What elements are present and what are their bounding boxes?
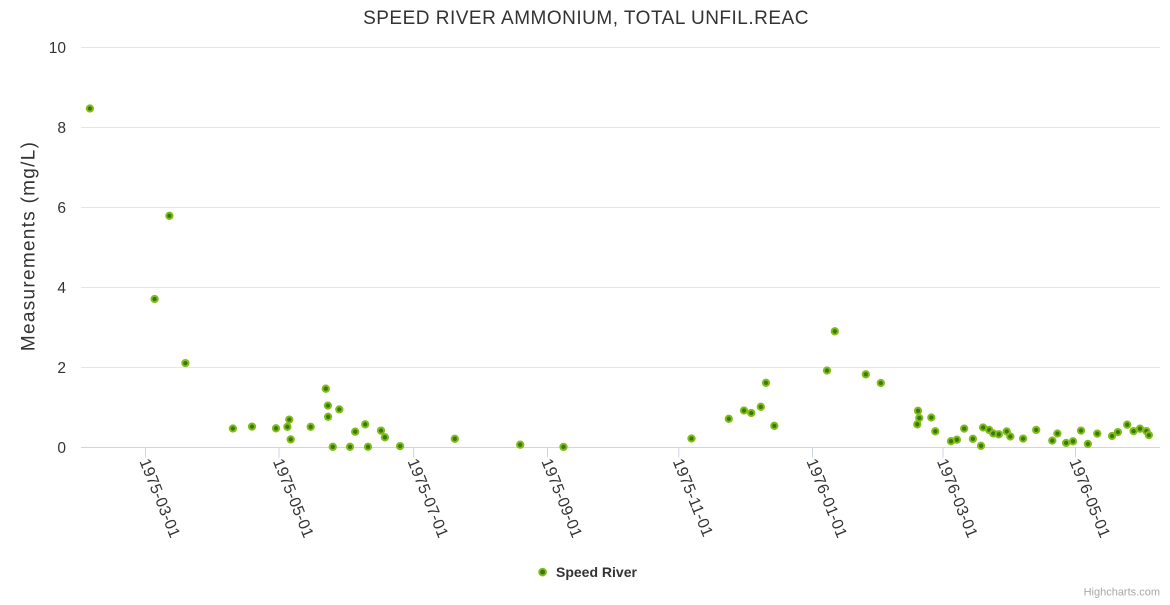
- svg-text:6: 6: [57, 200, 66, 217]
- svg-text:Highcharts.com: Highcharts.com: [1084, 587, 1160, 599]
- svg-text:0: 0: [57, 440, 66, 457]
- svg-text:SPEED RIVER AMMONIUM, TOTAL UN: SPEED RIVER AMMONIUM, TOTAL UNFIL.REAC: [363, 8, 809, 29]
- svg-text:2: 2: [57, 360, 66, 377]
- svg-text:10: 10: [49, 40, 67, 57]
- svg-text:8: 8: [57, 120, 66, 137]
- svg-text:Measurements (mg/L): Measurements (mg/L): [19, 142, 40, 351]
- svg-text:Speed River: Speed River: [556, 564, 637, 580]
- svg-text:4: 4: [57, 280, 66, 297]
